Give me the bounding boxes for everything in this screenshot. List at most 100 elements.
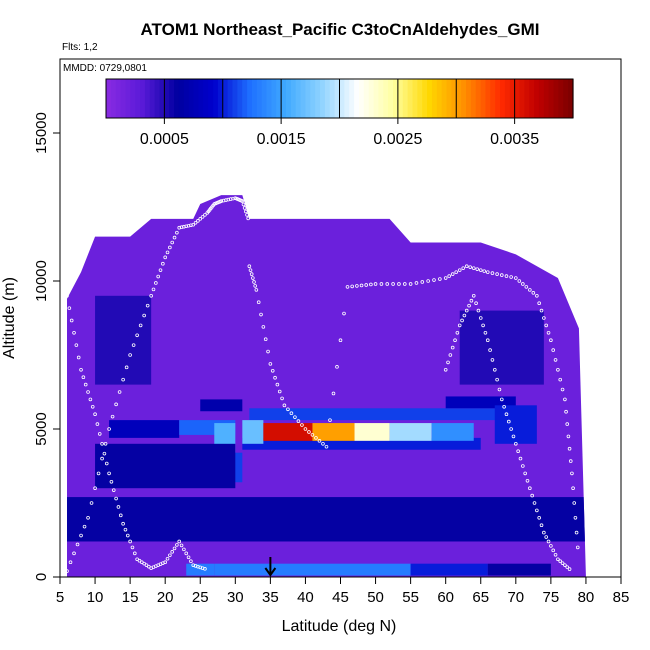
colorbar-band <box>188 79 195 118</box>
flight-track-point <box>574 530 579 535</box>
flight-track-point <box>261 325 266 329</box>
colorbar-band <box>315 79 321 118</box>
flight-track-point <box>203 567 207 571</box>
flight-track-point <box>485 338 490 343</box>
colorbar-band <box>305 79 311 118</box>
flight-track-point <box>154 281 158 285</box>
flight-track-point <box>492 367 497 372</box>
flight-track-point <box>251 276 255 280</box>
flight-track-point <box>131 343 136 347</box>
flight-track-point <box>270 368 275 373</box>
flight-track-point <box>135 333 139 338</box>
flight-track-point <box>117 390 122 394</box>
flight-track-point <box>158 268 163 272</box>
flight-track-point <box>76 355 81 360</box>
colorbar-band <box>402 79 409 118</box>
flight-track-point <box>544 535 548 539</box>
flight-track-point <box>553 358 558 362</box>
x-tick-label: 85 <box>613 589 630 606</box>
flight-track-point <box>438 277 442 281</box>
flight-track-point <box>462 313 467 318</box>
flight-track-point <box>564 409 568 414</box>
flight-track-point <box>189 559 193 564</box>
curtain-cell <box>410 563 488 576</box>
flight-track-point <box>89 501 94 505</box>
flight-track-point <box>263 337 268 342</box>
flight-track-point <box>542 316 546 320</box>
flight-track-point <box>256 300 261 305</box>
flight-track-point <box>133 551 137 556</box>
colorbar-band <box>383 79 389 118</box>
flight-track-point <box>373 282 378 286</box>
flight-track-point <box>450 272 455 276</box>
colorbar-band <box>193 79 200 118</box>
flight-track-point <box>514 441 518 446</box>
flight-track-point <box>535 293 539 298</box>
flight-track-point <box>539 308 544 313</box>
flight-track-point <box>124 365 129 370</box>
flight-track-point <box>338 338 343 343</box>
colorbar-band <box>140 79 146 118</box>
flight-track-point <box>460 318 464 323</box>
flight-track-point <box>414 281 419 285</box>
flight-track-point <box>165 250 170 255</box>
flight-track-point <box>474 301 478 306</box>
flight-track-point <box>524 285 529 289</box>
flight-track-point <box>355 284 359 288</box>
colorbar-band <box>300 79 307 118</box>
flight-track-point <box>328 418 332 422</box>
flight-track-point <box>72 551 76 556</box>
colorbar-band <box>135 79 141 118</box>
flight-track-point <box>182 547 186 552</box>
flight-track-point <box>170 240 175 245</box>
curtain-cell <box>67 497 586 542</box>
flight-track-point <box>142 313 146 318</box>
colorbar-band <box>543 79 550 118</box>
colorbar-band <box>524 79 530 118</box>
colorbar-band <box>490 79 496 118</box>
flight-track-point <box>483 330 488 335</box>
flight-track-point <box>443 276 448 280</box>
flight-track-point <box>495 377 499 382</box>
flight-track-point <box>468 265 473 269</box>
flight-track-point <box>240 199 245 203</box>
flight-track-point <box>296 419 301 423</box>
flight-track-point <box>454 270 459 274</box>
flight-track-point <box>310 433 315 437</box>
flight-track-point <box>535 508 539 513</box>
flight-track-point <box>517 279 522 283</box>
flight-track-point <box>93 412 97 417</box>
colorbar-band <box>504 79 511 118</box>
colorbar-band <box>232 79 238 118</box>
flight-track-point <box>254 288 259 292</box>
flight-track-point <box>116 505 121 509</box>
flight-track-point <box>107 427 111 431</box>
flight-track-point <box>478 268 483 272</box>
flight-track-point <box>65 569 69 573</box>
flight-track-point <box>177 539 182 544</box>
flight-track-point <box>172 235 177 240</box>
colorbar-band <box>519 79 525 118</box>
flight-track-point <box>151 287 156 292</box>
flight-track-point <box>530 493 534 498</box>
flight-track-point <box>402 282 407 286</box>
y-tick-label: 10000 <box>33 260 50 302</box>
y-axis-label: Altitude (m) <box>1 277 18 359</box>
flight-track-point <box>567 567 572 571</box>
flight-track-point <box>502 404 506 409</box>
flight-track-point <box>469 298 474 303</box>
colorbar-band <box>344 79 350 118</box>
flight-track-point <box>516 449 520 454</box>
flight-track-point <box>464 264 469 269</box>
flight-track-point <box>248 268 253 272</box>
flight-track-point <box>138 323 143 328</box>
colorbar-band <box>310 79 316 118</box>
flight-track-point <box>103 441 108 446</box>
flight-track-point <box>549 544 553 548</box>
x-tick-label: 75 <box>543 589 560 606</box>
flight-track-point <box>303 427 308 431</box>
flight-track-point <box>509 427 513 431</box>
curtain-cell <box>200 399 243 412</box>
x-axis: 5 10 15 20 25 30 35 40 45 50 55 60 65 70 75 80 85 <box>56 577 630 606</box>
x-tick-label: 80 <box>578 589 595 606</box>
